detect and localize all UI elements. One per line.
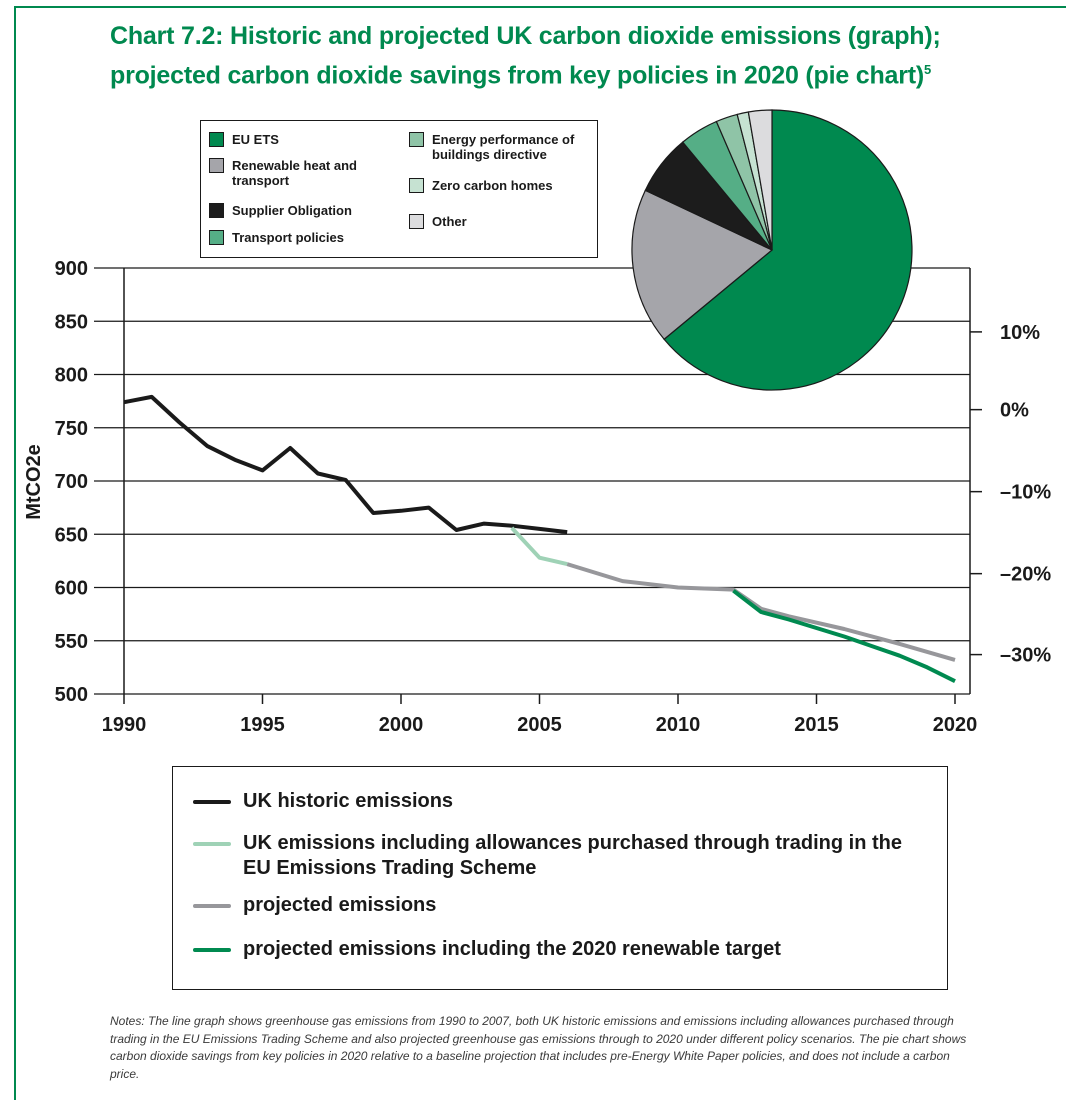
x-tick-label-2015: 2015 [794, 714, 839, 736]
title-line-2: projected carbon dioxide savings from ke… [110, 53, 1010, 92]
pie-slice-0 [663, 109, 913, 391]
x-tick-label-2005: 2005 [517, 714, 562, 736]
x-tick-label-1990: 1990 [102, 714, 147, 736]
line-legend-item-historic: UK historic emissions [193, 789, 453, 814]
y-tick-label-750: 750 [55, 418, 88, 440]
y-tick-label-500: 500 [55, 684, 88, 706]
pie-legend-item-other: Other [409, 214, 467, 229]
chart-title: Chart 7.2: Historic and projected UK car… [110, 20, 1010, 92]
axes [123, 268, 982, 704]
series-line-2 [566, 562, 956, 662]
x-tick-label-2010: 2010 [656, 714, 701, 736]
legend-swatch [409, 214, 424, 229]
y2-tick-label-2: –10% [1000, 482, 1051, 504]
pie-legend-item-renewable: Renewable heat and transport [209, 158, 399, 188]
y2-tick-label-1: 0% [1000, 400, 1029, 422]
chart-notes: Notes: The line graph shows greenhouse g… [110, 1014, 967, 1081]
line-legend-item-projected: projected emissions [193, 893, 436, 918]
series-lines [123, 394, 956, 683]
line-legend-item-eu-ets-allowances: UK emissions including allowances purcha… [193, 831, 933, 881]
legend-swatch [209, 203, 224, 218]
legend-swatch [209, 158, 224, 173]
emissions-chart: 500 550 600 650 700 750 800 850 900 1990 1995 2000 2… [23, 109, 1052, 736]
pie-legend: EU ETS Renewable heat and transport Supp… [200, 120, 598, 258]
line-legend-label: projected emissions [243, 894, 437, 916]
tick-labels: 500 550 600 650 700 750 800 850 900 1990 1995 2000 2… [55, 258, 1052, 736]
y2-tick-label-4: –30% [1000, 645, 1051, 667]
series-line-3 [732, 589, 956, 683]
legend-line-swatch [193, 842, 231, 846]
y-tick-label-600: 600 [55, 578, 88, 600]
pie-legend-label: Zero carbon homes [432, 178, 553, 193]
line-legend-label: projected emissions including the 2020 r… [243, 938, 781, 960]
y-tick-label-550: 550 [55, 631, 88, 653]
pie-legend-item-supplier-obligation: Supplier Obligation [209, 203, 352, 218]
title-line-2-text: projected carbon dioxide savings from ke… [110, 61, 925, 90]
line-legend: UK historic emissions UK emissions inclu… [172, 766, 948, 990]
line-legend-label: UK emissions including allowances purcha… [243, 832, 902, 879]
y-tick-label-850: 850 [55, 311, 88, 333]
y-tick-label-900: 900 [55, 258, 88, 280]
line-legend-label: UK historic emissions [243, 790, 454, 812]
legend-line-swatch [193, 800, 231, 804]
pie-slice-6 [747, 109, 773, 251]
x-tick-label-1995: 1995 [240, 714, 285, 736]
pie-legend-label: EU ETS [232, 132, 279, 147]
pie-legend-item-transport-policies: Transport policies [209, 230, 344, 245]
pie-slice-1 [631, 189, 774, 341]
x-tick-label-2020: 2020 [933, 714, 978, 736]
pie-legend-item-eu-ets: EU ETS [209, 132, 279, 147]
title-line-1: Chart 7.2: Historic and projected UK car… [110, 22, 941, 50]
y2-tick-label-3: –20% [1000, 564, 1051, 586]
pie-chart [631, 109, 913, 391]
legend-line-swatch [193, 948, 231, 952]
legend-swatch [209, 230, 224, 245]
y-axis-label: MtCO2e [23, 444, 45, 520]
y-tick-label-800: 800 [55, 365, 88, 387]
frame-left-rule [14, 6, 16, 1100]
y2-tick-label-0: 10% [1000, 322, 1040, 344]
legend-line-swatch [193, 904, 231, 908]
pie-legend-label: Transport policies [232, 230, 344, 245]
pie-legend-label: Other [432, 214, 467, 229]
legend-swatch [409, 178, 424, 193]
x-tick-label-2000: 2000 [379, 714, 424, 736]
y-tick-label-700: 700 [55, 471, 88, 493]
pie-legend-label: Renewable heat and transport [232, 158, 357, 188]
series-line-1 [510, 526, 568, 567]
y-tick-label-650: 650 [55, 524, 88, 546]
pie-legend-label: Energy performance of buildings directiv… [432, 132, 575, 162]
title-footnote-mark: 5 [924, 62, 932, 77]
legend-swatch [209, 132, 224, 147]
series-line-0 [123, 394, 568, 535]
frame-top-rule [14, 6, 1066, 8]
line-legend-item-renewable-target: projected emissions including the 2020 r… [193, 937, 781, 962]
pie-legend-label: Supplier Obligation [232, 203, 352, 218]
legend-swatch [409, 132, 424, 147]
pie-legend-item-epbd: Energy performance of buildings directiv… [409, 132, 595, 162]
pie-legend-item-zero-carbon-homes: Zero carbon homes [409, 178, 553, 193]
